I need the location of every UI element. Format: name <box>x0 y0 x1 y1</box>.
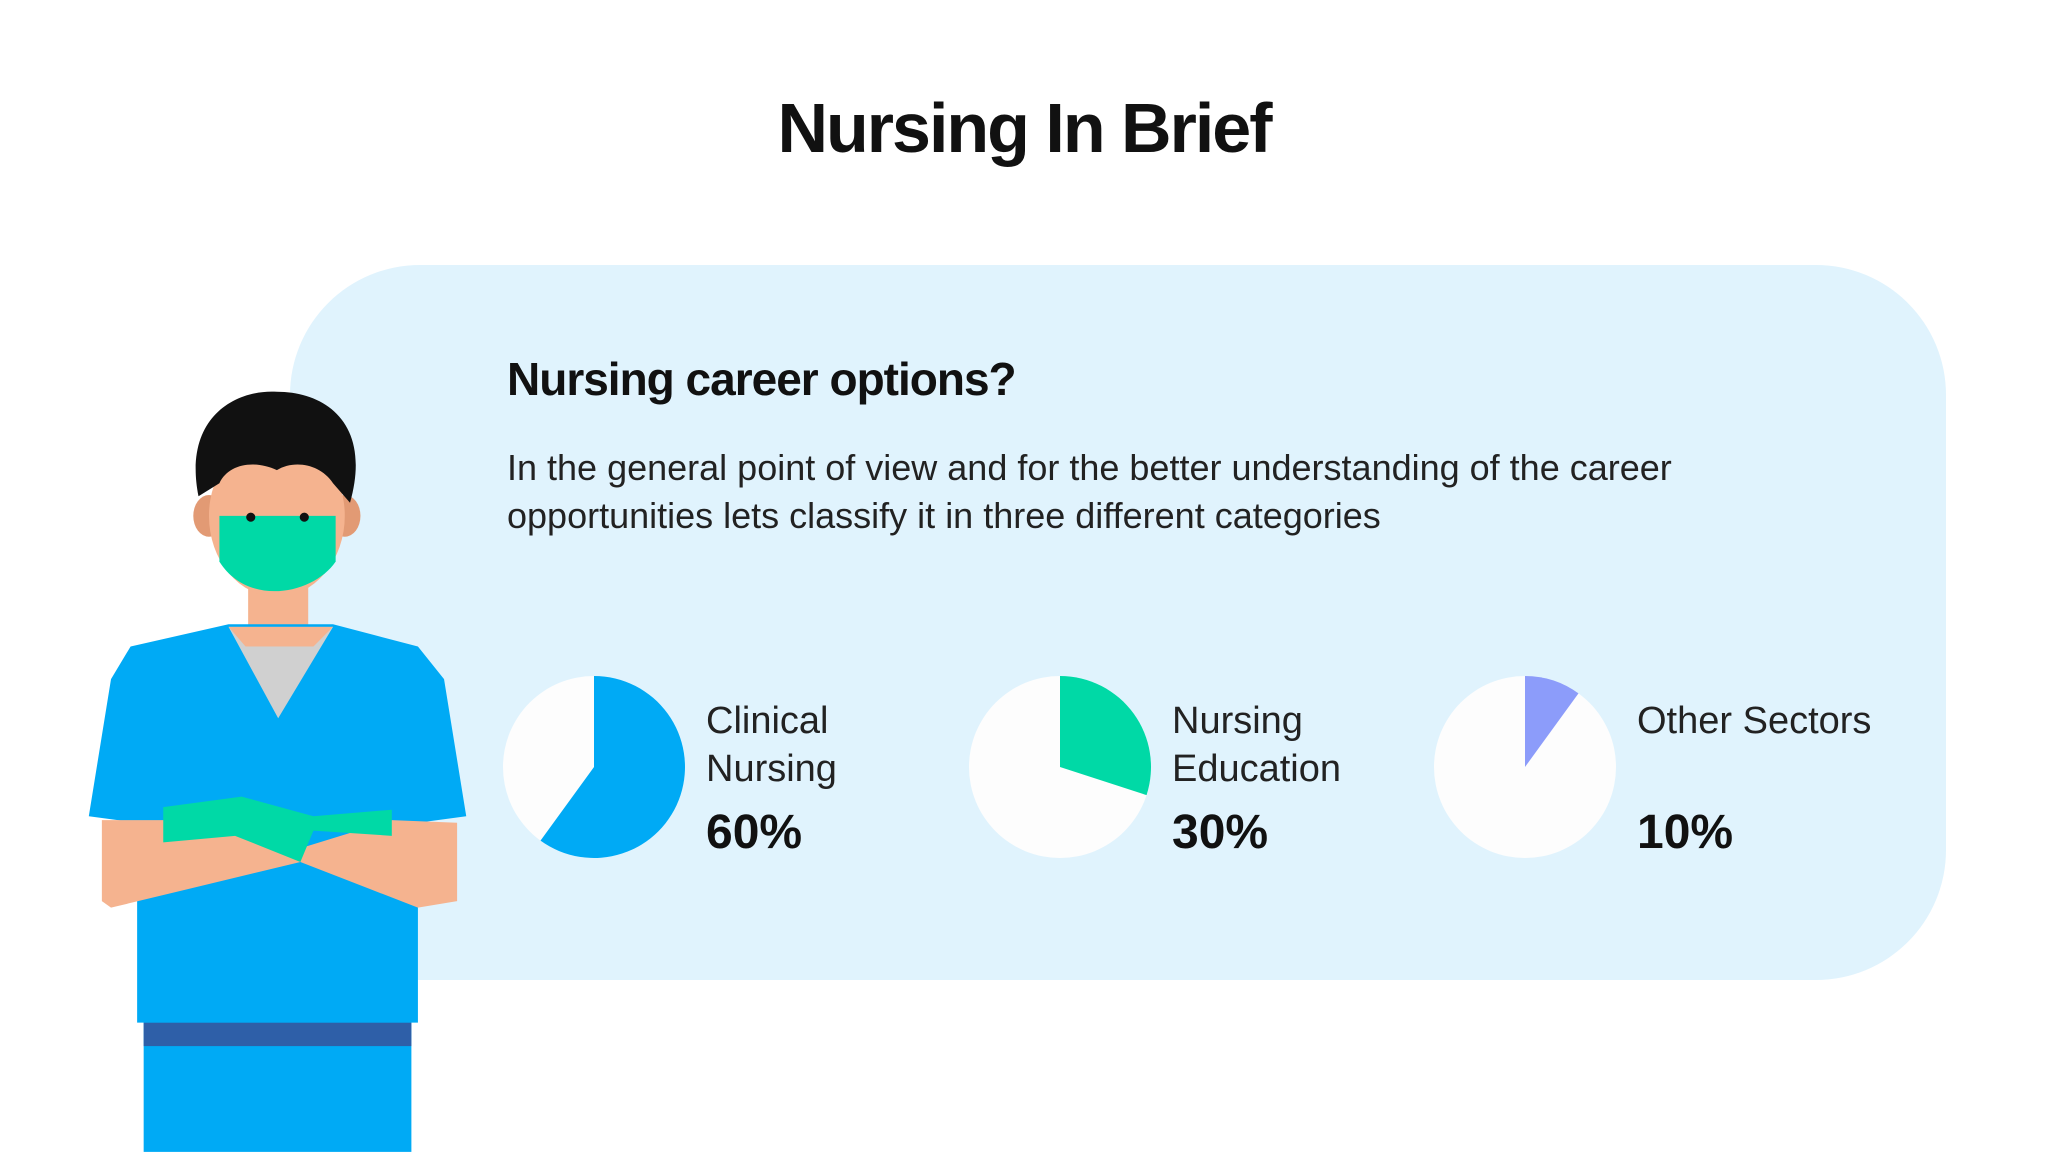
pie-category-label: Clinical Nursing <box>706 700 837 790</box>
pie-slice <box>540 676 685 858</box>
pie-value-label: 30% <box>1172 806 1269 859</box>
pie-slice <box>1525 676 1579 767</box>
card-description: In the general point of view and for the… <box>507 447 1672 536</box>
title: Nursing In Brief <box>777 89 1272 167</box>
pies <box>503 676 1616 858</box>
pie-slice <box>1060 676 1151 796</box>
pie-value-label: 60% <box>706 806 803 859</box>
pie-category-label: Other Sectors <box>1637 700 1872 742</box>
card-heading: Nursing career options? <box>507 353 1017 405</box>
nurse-illustration <box>88 391 467 1152</box>
pie-value-label: 10% <box>1637 806 1734 859</box>
pie-category-label: Nursing Education <box>1172 700 1342 790</box>
